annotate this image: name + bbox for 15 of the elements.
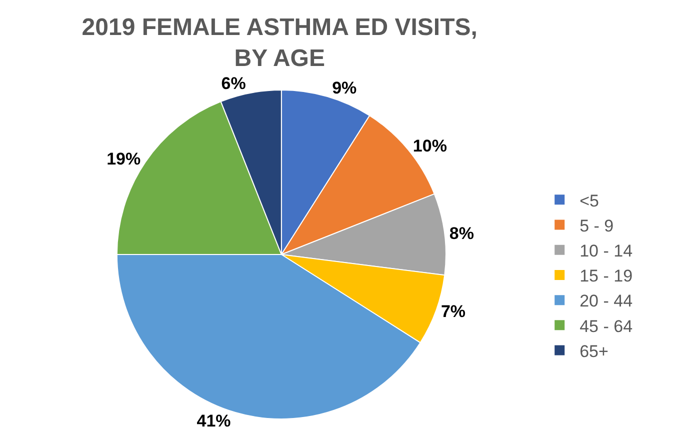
data-label: 9%: [332, 78, 357, 98]
data-label: 41%: [196, 412, 231, 431]
legend-label: 65+: [580, 342, 609, 361]
legend-label: 20 - 44: [580, 292, 633, 311]
chart-title: 2019 FEMALE ASTHMA ED VISITS, BY AGE: [82, 14, 478, 72]
legend-label: 45 - 64: [580, 316, 633, 336]
legend-label: 5 - 9: [580, 216, 614, 236]
data-label: 8%: [449, 224, 474, 244]
legend-label: 15 - 19: [580, 266, 633, 286]
data-label: 6%: [221, 74, 246, 94]
legend-label: <5: [580, 191, 599, 210]
data-label: 19%: [106, 150, 141, 169]
legend-label: 10 - 14: [580, 242, 633, 260]
data-label: 10%: [412, 136, 447, 156]
data-label: 7%: [440, 302, 466, 321]
